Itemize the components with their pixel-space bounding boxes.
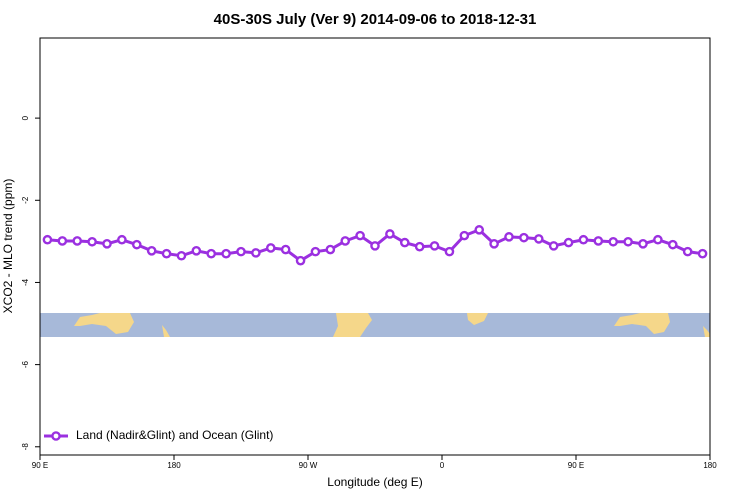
point [474, 225, 485, 235]
point [638, 239, 648, 249]
y-tick-label: 0 [21, 115, 30, 120]
point [117, 234, 127, 245]
point [310, 246, 321, 257]
y-tick-label: -2 [21, 196, 30, 204]
y-tick-label: -4 [21, 278, 30, 286]
point [221, 248, 231, 259]
point [504, 232, 514, 242]
land [74, 313, 134, 334]
point [131, 239, 142, 250]
point [414, 241, 425, 252]
point [548, 241, 559, 251]
point [206, 248, 217, 259]
x-tick-label: 90 E [568, 461, 584, 470]
land [614, 313, 670, 334]
point [623, 236, 633, 247]
x-axis-title: Longitude (deg E) [327, 475, 422, 489]
point [533, 234, 544, 244]
x-tick-label: 0 [440, 461, 445, 470]
x-tick-label: 180 [167, 461, 181, 470]
point [697, 248, 708, 259]
x-tick-label: 90 W [299, 461, 318, 470]
point [72, 236, 83, 246]
y-tick-label: -6 [21, 361, 30, 369]
point [42, 234, 53, 245]
x-tick-label: 180 [703, 461, 717, 470]
point [667, 239, 678, 250]
point [161, 248, 172, 259]
point [578, 234, 589, 245]
point [355, 230, 365, 241]
y-tick-label: -8 [21, 443, 30, 451]
ocean [40, 313, 710, 337]
point [236, 246, 246, 257]
point [519, 232, 529, 243]
point [489, 239, 499, 249]
legend-marker [51, 431, 61, 441]
point [325, 244, 336, 255]
point [176, 250, 187, 261]
point [370, 241, 380, 251]
point [146, 246, 157, 256]
point [57, 236, 68, 246]
point [399, 237, 410, 248]
legend-label: Land (Nadir&Glint) and Ocean (Glint) [76, 428, 273, 442]
point [280, 244, 291, 255]
point [444, 246, 455, 257]
point [459, 230, 470, 241]
point [295, 255, 306, 266]
point [251, 248, 261, 258]
point [87, 236, 97, 247]
point [191, 246, 202, 256]
point [653, 234, 663, 245]
point [608, 236, 619, 247]
point [385, 229, 395, 239]
chart-title: 40S-30S July (Ver 9) 2014-09-06 to 2018-… [214, 11, 537, 28]
point [682, 246, 693, 257]
y-axis-title: XCO2 - MLO trend (ppm) [1, 179, 15, 314]
point [102, 239, 112, 249]
point [265, 243, 276, 253]
land [333, 313, 372, 337]
point [563, 237, 574, 248]
point [340, 236, 351, 246]
land [467, 313, 488, 325]
plot-frame [39, 37, 711, 456]
x-tick-label: 90 E [32, 461, 48, 470]
land [703, 326, 710, 337]
land [162, 325, 170, 337]
map-strip [40, 313, 710, 337]
point [593, 236, 604, 246]
point [429, 241, 440, 251]
